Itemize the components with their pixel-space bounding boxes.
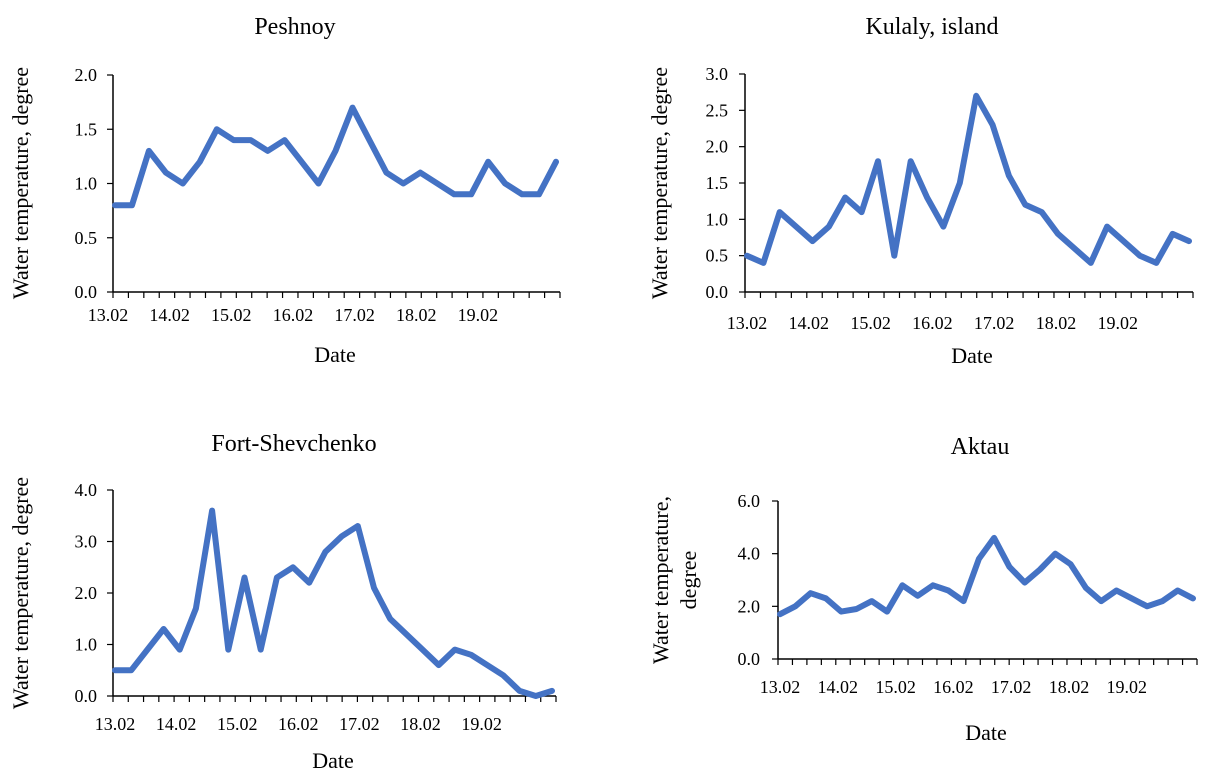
x-tick-label: 14.02 (789, 313, 830, 333)
x-axis-title: Date (951, 343, 993, 368)
x-tick-label: 18.02 (396, 305, 437, 325)
y-tick-label: 2.0 (738, 596, 761, 616)
y-axis-title: Water temperature, degree (8, 67, 33, 299)
chart-peshnoy: Peshnoy 0.0 0.5 1.0 1.5 2.0 13.02 14.02 15.02 16.… (8, 14, 561, 367)
x-tick-label: 19.02 (1107, 677, 1148, 697)
y-tick-label: 1.0 (75, 174, 98, 194)
x-tick-label: 19.02 (461, 714, 502, 734)
y-axis-title: Water temperature, (648, 496, 673, 664)
y-tick-label: 0.5 (75, 228, 98, 248)
x-tick-label: 15.02 (850, 313, 891, 333)
chart-title: Aktau (951, 434, 1010, 460)
x-axis-title: Date (312, 748, 354, 773)
x-tick-label: 19.02 (458, 305, 499, 325)
chart-kulaly-island: Kulaly, island 0.0 0.5 1.0 1.5 2.0 2.5 3.0 13.02… (647, 14, 1194, 368)
y-tick-label: 1.5 (706, 173, 729, 193)
chart-title: Kulaly, island (865, 14, 998, 40)
x-tick-label: 18.02 (400, 714, 441, 734)
x-tick-label: 14.02 (818, 677, 859, 697)
x-tick-label: 16.02 (912, 313, 953, 333)
x-tick-label: 17.02 (974, 313, 1015, 333)
x-tick-label: 16.02 (273, 305, 314, 325)
x-tick-label: 16.02 (278, 714, 319, 734)
x-tick-label: 14.02 (156, 714, 197, 734)
y-tick-label: 2.0 (75, 583, 98, 603)
x-tick-label: 13.02 (95, 714, 136, 734)
chart-aktau: Aktau 0.0 2.0 4.0 6.0 13.02 14.02 15.02 16.02 17.… (648, 434, 1198, 745)
y-tick-label: 4.0 (738, 544, 761, 564)
y-tick-label: 2.0 (75, 65, 98, 85)
x-tick-label: 15.02 (217, 714, 258, 734)
x-tick-label: 17.02 (339, 714, 380, 734)
y-tick-label: 1.0 (706, 209, 729, 229)
x-axis-title: Date (965, 720, 1007, 745)
y-tick-label: 3.0 (75, 532, 98, 552)
x-tick-label: 15.02 (875, 677, 916, 697)
series-line (777, 534, 1196, 618)
x-tick-label: 16.02 (933, 677, 974, 697)
y-tick-label: 1.0 (75, 635, 98, 655)
x-tick-label: 18.02 (1036, 313, 1077, 333)
x-tick-label: 15.02 (211, 305, 252, 325)
y-tick-label: 0.0 (75, 686, 98, 706)
x-tick-label: 17.02 (334, 305, 375, 325)
x-tick-label: 13.02 (760, 677, 801, 697)
y-tick-label: 6.0 (738, 491, 761, 511)
y-tick-label: 2.0 (706, 137, 729, 157)
y-axis-title: Water temperature, degree (8, 477, 33, 709)
y-tick-label: 0.0 (706, 282, 729, 302)
y-axis-title: degree (676, 551, 701, 610)
chart-title: Fort-Shevchenko (211, 431, 376, 457)
y-tick-label: 1.5 (75, 119, 98, 139)
series-line (112, 104, 559, 209)
y-tick-label: 4.0 (75, 480, 98, 500)
x-tick-label: 14.02 (149, 305, 190, 325)
series-line (744, 92, 1192, 266)
chart-title: Peshnoy (254, 14, 335, 40)
chart-fort-shevchenko: Fort-Shevchenko 0.0 1.0 2.0 3.0 4.0 13.02 14.02… (8, 431, 557, 773)
y-tick-label: 0.5 (706, 246, 729, 266)
x-tick-label: 13.02 (727, 313, 768, 333)
x-tick-label: 13.02 (88, 305, 129, 325)
y-tick-label: 0.0 (738, 649, 761, 669)
y-tick-label: 0.0 (75, 282, 98, 302)
y-tick-label: 2.5 (706, 100, 729, 120)
y-axis-title: Water temperature, degree (647, 67, 672, 299)
x-tick-label: 18.02 (1049, 677, 1090, 697)
x-tick-label: 19.02 (1098, 313, 1139, 333)
y-tick-label: 3.0 (706, 64, 729, 84)
x-tick-label: 17.02 (991, 677, 1032, 697)
x-axis-title: Date (314, 342, 356, 367)
series-line (112, 507, 555, 699)
